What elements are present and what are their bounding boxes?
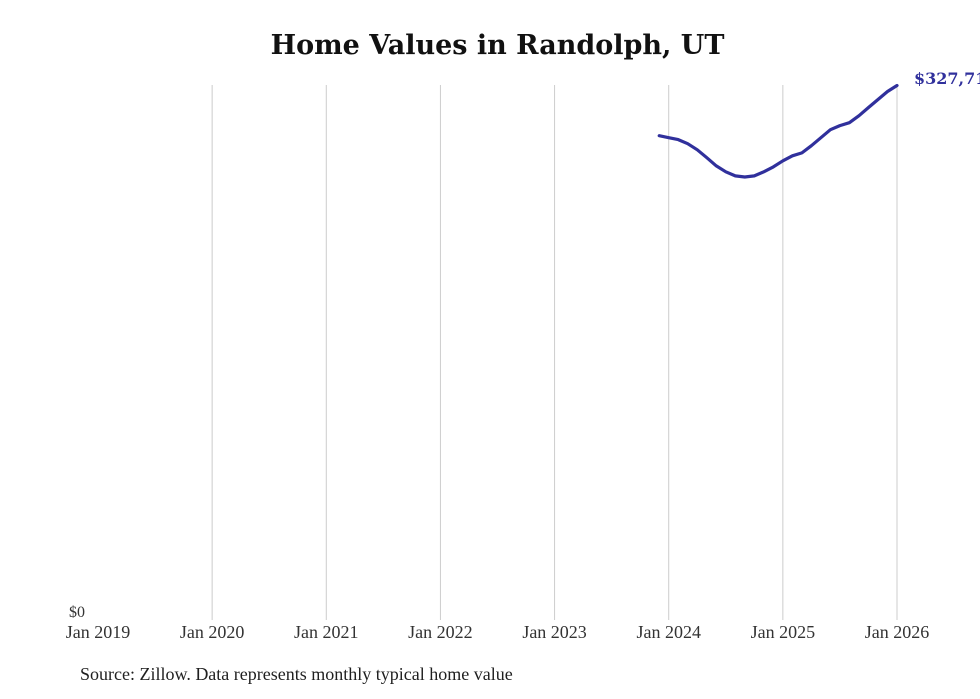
x-tick-label: Jan 2023: [522, 622, 587, 642]
chart-title: Home Values in Randolph, UT: [270, 30, 725, 61]
home-value-line: [657, 83, 899, 179]
x-tick-label: Jan 2026: [864, 622, 930, 642]
x-tick-label: Jan 2019: [65, 622, 131, 642]
x-tick-label: Jan 2022: [408, 622, 473, 642]
x-tick-label: Jan 2024: [636, 622, 701, 642]
y-axis-zero-label: $0: [69, 604, 85, 621]
latest-value-label: $327,713: [914, 69, 980, 88]
x-tick-label: Jan 2025: [750, 622, 816, 642]
x-tick-label: Jan 2020: [179, 622, 245, 642]
source-note: Source: Zillow. Data represents monthly …: [80, 664, 513, 684]
x-tick-label: Jan 2021: [294, 622, 359, 642]
